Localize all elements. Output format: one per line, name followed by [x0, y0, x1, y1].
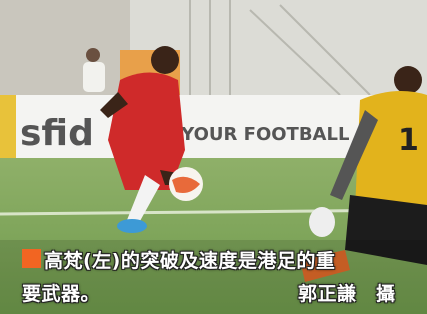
spectator-head: [86, 48, 100, 62]
banner-text: sfid: [20, 113, 94, 154]
spectator: [83, 62, 105, 92]
banner-yellow: [0, 95, 16, 160]
photo-credit: 郭正謙 攝: [298, 279, 396, 306]
banner-text: D YOUR FOOTBALL: [160, 124, 349, 145]
caption-marker: [22, 249, 41, 268]
caption-line: 要武器。: [22, 279, 100, 306]
stands-left: [0, 0, 130, 100]
photo-with-caption: sfid D YOUR FOOTBALL 1 高梵(左)的突破及速度是港足的重 …: [0, 0, 427, 314]
caption-line: 高梵(左)的突破及速度是港足的重: [44, 246, 335, 273]
jersey-number: 1: [398, 123, 419, 158]
